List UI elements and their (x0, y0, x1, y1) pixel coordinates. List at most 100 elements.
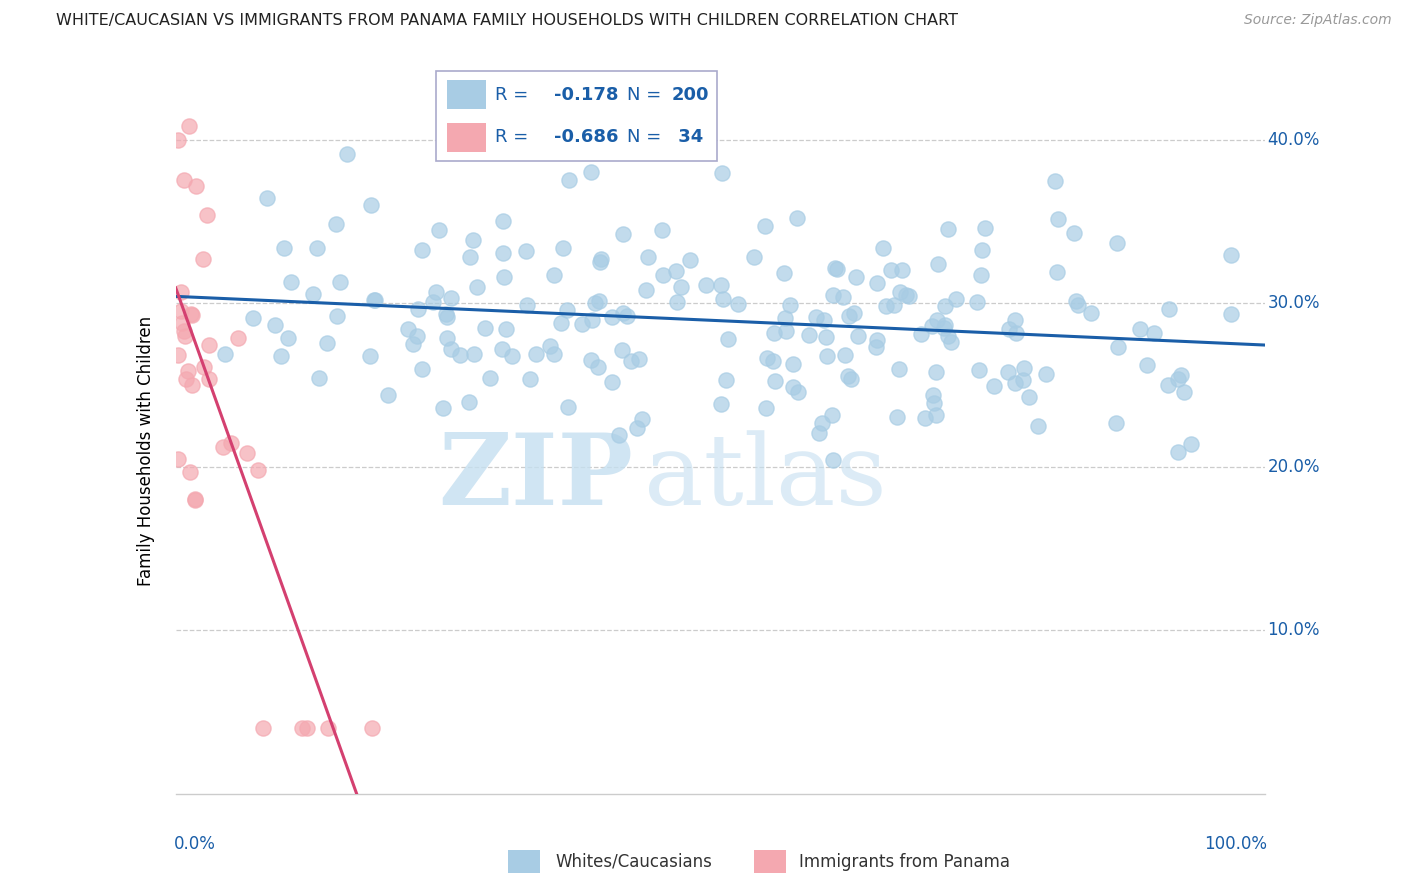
Point (804, 310, 827, 325)
Point (762, 326, 785, 340)
Bar (447, 123, 486, 152)
Point (180, 308, 202, 322)
Point (1129, 322, 1152, 336)
Point (821, 452, 844, 467)
Point (1170, 368, 1192, 382)
Point (775, 310, 797, 325)
Point (198, 338, 221, 352)
Point (612, 343, 634, 357)
Point (550, 316, 572, 330)
Point (1105, 235, 1128, 250)
Point (1143, 326, 1166, 340)
Point (173, 173, 195, 187)
Point (970, 268, 993, 282)
Point (329, 275, 352, 289)
Point (890, 263, 912, 277)
Point (571, 317, 593, 331)
Point (602, 376, 624, 390)
Point (921, 319, 943, 334)
Point (711, 293, 734, 307)
Point (1067, 298, 1090, 312)
Point (932, 321, 955, 335)
Point (612, 227, 634, 242)
Point (214, 347, 236, 361)
Point (463, 233, 485, 247)
Point (179, 119, 201, 133)
Point (396, 322, 419, 336)
Point (291, 722, 314, 736)
Point (277, 331, 299, 345)
Point (637, 250, 659, 264)
Point (589, 255, 612, 269)
Point (967, 363, 990, 377)
Point (516, 298, 538, 312)
Point (786, 385, 808, 400)
Text: -0.178: -0.178 (554, 86, 619, 103)
Point (839, 372, 862, 386)
Text: WHITE/CAUCASIAN VS IMMIGRANTS FROM PANAMA FAMILY HOUSEHOLDS WITH CHILDREN CORREL: WHITE/CAUCASIAN VS IMMIGRANTS FROM PANAM… (56, 13, 959, 29)
Point (786, 211, 808, 225)
Point (983, 379, 1005, 393)
Point (765, 374, 787, 388)
Point (360, 722, 382, 736)
Point (219, 436, 242, 450)
Point (411, 362, 433, 376)
Point (1157, 378, 1180, 392)
Point (458, 250, 481, 264)
Point (936, 328, 959, 343)
Point (921, 388, 943, 402)
Point (411, 243, 433, 257)
Point (1064, 294, 1087, 309)
Point (627, 351, 650, 366)
Point (325, 217, 347, 231)
Point (252, 722, 274, 736)
Point (934, 318, 956, 333)
Point (1159, 302, 1181, 317)
Point (434, 307, 457, 321)
Point (195, 208, 218, 222)
Point (742, 250, 765, 264)
Point (695, 278, 717, 293)
Point (543, 268, 565, 282)
Point (1046, 212, 1069, 227)
Point (883, 298, 905, 312)
Point (834, 348, 856, 362)
Point (1045, 174, 1067, 188)
Point (363, 293, 385, 308)
Point (1180, 437, 1202, 451)
Point (872, 241, 894, 255)
Text: 30.0%: 30.0% (1268, 294, 1320, 312)
Point (557, 400, 579, 414)
Point (779, 298, 801, 312)
Point (714, 373, 737, 387)
Point (308, 371, 330, 385)
Point (440, 342, 463, 356)
Point (866, 277, 889, 291)
Point (1080, 305, 1102, 319)
Point (1028, 418, 1050, 433)
Text: R =: R = (495, 86, 534, 103)
Text: 34: 34 (672, 128, 703, 146)
Point (492, 214, 515, 228)
Point (1004, 326, 1026, 340)
Point (897, 289, 920, 303)
Point (583, 296, 606, 310)
Point (612, 306, 634, 320)
Point (184, 179, 207, 194)
Point (865, 340, 887, 354)
Point (491, 343, 513, 357)
Point (811, 416, 834, 430)
Point (167, 451, 190, 466)
Point (665, 264, 688, 278)
Point (846, 328, 869, 343)
FancyBboxPatch shape (436, 71, 717, 161)
Point (813, 313, 835, 327)
Point (524, 346, 547, 360)
Point (588, 293, 610, 308)
Point (179, 465, 201, 479)
Point (710, 277, 733, 292)
Point (866, 333, 889, 347)
Point (558, 173, 581, 187)
Point (925, 365, 948, 379)
Point (631, 412, 654, 426)
